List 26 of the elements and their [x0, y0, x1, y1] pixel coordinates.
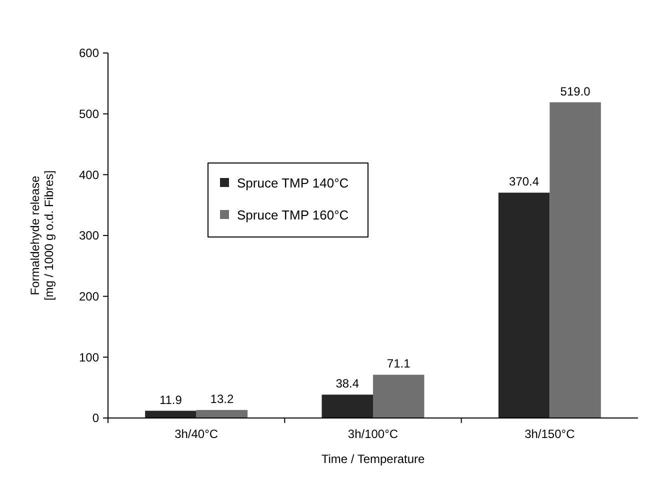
bar: [550, 102, 601, 418]
y-tick-label: 300: [78, 228, 100, 243]
y-tick-label: 200: [78, 290, 100, 304]
bar: [322, 394, 373, 418]
text: 71.1: [386, 356, 410, 371]
x-tick-label: 3h/100°C: [348, 427, 398, 441]
y-axis-title: Formaldehyde release [mg / 1000 g o.d. Fibres]: [28, 170, 56, 301]
text: 519.0: [560, 84, 590, 98]
y-tick-label: 500: [78, 107, 100, 122]
legend-label: Spruce TMP 160°C: [237, 208, 349, 223]
x-tick-label: 3h/40°C: [174, 427, 218, 441]
text: 11.9: [159, 392, 182, 407]
text: 38.4: [336, 376, 360, 391]
x-tick-label: 3h/150°C: [524, 427, 576, 441]
y-tick-label: 0: [92, 411, 100, 426]
x-axis-title: Time / Temperature: [321, 452, 426, 466]
bar: [373, 374, 424, 418]
bar: [196, 410, 248, 418]
text: 370.4: [509, 174, 540, 189]
bar: [145, 410, 196, 418]
y-tick-label: 400: [78, 168, 100, 182]
text: 13.2: [210, 392, 234, 406]
y-tick-label: 100: [78, 350, 100, 364]
y-tick-label: 600: [78, 46, 100, 60]
legend-label: Spruce TMP 140°C: [237, 176, 349, 191]
bar: [498, 192, 550, 418]
